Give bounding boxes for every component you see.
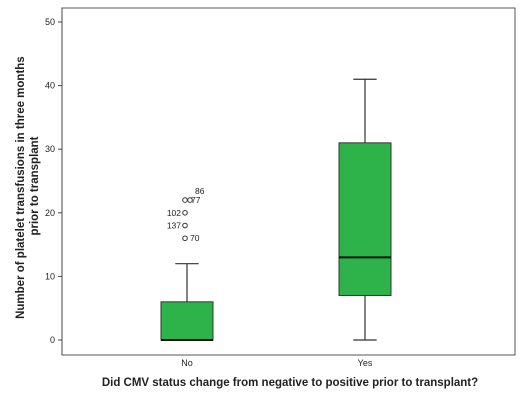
outlier-point <box>182 210 188 216</box>
outlier-label: 137 <box>167 221 181 231</box>
outlier-label: 70 <box>190 233 200 243</box>
outlier-point <box>182 197 188 203</box>
outlier-label: 86 <box>195 186 205 196</box>
y-tick-label: 40 <box>45 81 55 91</box>
plot-area-border <box>61 7 516 356</box>
iqr-box <box>338 142 392 296</box>
y-tick-label: 50 <box>45 17 55 27</box>
x-tick-label: Yes <box>358 358 373 368</box>
y-axis-title-line-2: prior to transplant <box>29 136 41 235</box>
outlier-label: 77 <box>191 195 201 205</box>
iqr-box <box>160 301 214 341</box>
outlier-label: 102 <box>167 208 181 218</box>
x-axis-title: Did CMV status change from negative to p… <box>102 377 478 389</box>
y-tick-label: 20 <box>45 208 55 218</box>
y-tick-label: 10 <box>45 271 55 281</box>
y-axis-title: Number of platelet transfusions in three… <box>15 53 41 319</box>
y-axis-title-line-1: Number of platelet transfusions in three… <box>15 56 27 319</box>
box-yes <box>338 78 392 341</box>
outlier-point <box>182 235 188 242</box>
y-axis-ticks: 0 10 20 30 40 50 <box>45 17 62 345</box>
x-axis-ticks: No Yes <box>181 358 373 368</box>
outlier-point <box>182 222 188 229</box>
y-tick-label: 30 <box>45 144 55 154</box>
y-tick-label: 0 <box>50 335 55 345</box>
x-tick-label: No <box>181 358 193 368</box>
